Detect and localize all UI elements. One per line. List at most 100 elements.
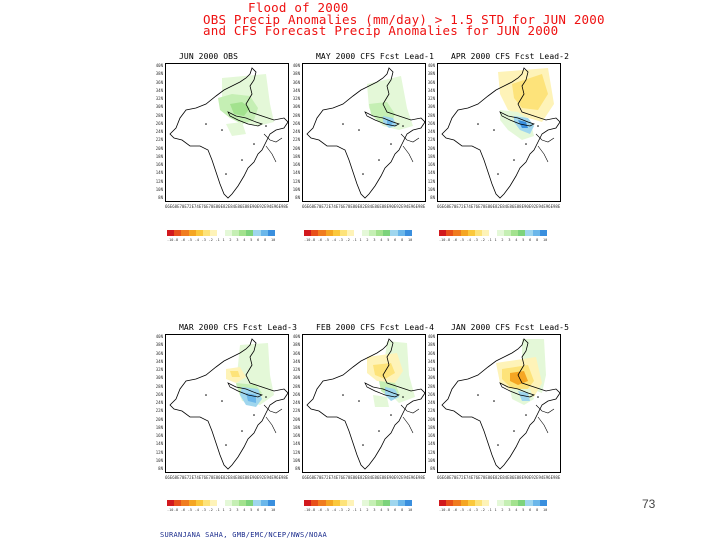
colorbar-label: -10 xyxy=(304,238,311,242)
colorbar-swatch xyxy=(532,230,540,236)
latitude-label: 10N xyxy=(427,457,435,463)
colorbar-label: -1 xyxy=(215,238,220,242)
latitude-label: 20N xyxy=(292,416,300,422)
latitude-label: 20N xyxy=(155,145,163,151)
anomaly-map xyxy=(165,63,289,202)
latitude-label: 36N xyxy=(155,79,163,85)
colorbar-label: -10 xyxy=(304,508,311,512)
colorbar-label: 8 xyxy=(536,508,539,512)
colorbar-label: 2 xyxy=(229,508,232,512)
anomaly-shading xyxy=(246,393,256,403)
latitude-label: 10N xyxy=(292,186,300,192)
latitude-label: 8N xyxy=(295,195,300,200)
colorbar-swatch xyxy=(518,230,526,236)
colorbar-swatch xyxy=(231,230,240,236)
colorbar-label: -6 xyxy=(452,508,458,512)
longitude-label: 98E xyxy=(281,475,289,480)
city-dot xyxy=(513,159,515,161)
latitude-label: 22N xyxy=(292,137,300,143)
longitude-label: 76E xyxy=(473,475,481,480)
latitude-label: 32N xyxy=(292,96,300,101)
city-dot xyxy=(378,430,380,432)
colorbar-label: 4 xyxy=(243,508,246,512)
colorbar-label: 5 xyxy=(250,508,253,512)
longitude-label: 70E xyxy=(316,475,324,480)
colorbar-swatch xyxy=(453,230,461,236)
colorbar-label: -8 xyxy=(445,238,451,242)
colorbar-swatch xyxy=(482,230,490,236)
coastline xyxy=(400,133,420,163)
longitude-label: 86E xyxy=(237,475,245,480)
longitude-label: 88E xyxy=(244,204,252,209)
city-dot xyxy=(342,394,344,396)
colorbar-label: 6 xyxy=(257,508,260,512)
colorbar xyxy=(304,500,413,506)
colorbar-label: -3 xyxy=(338,238,343,242)
colorbar-swatch xyxy=(503,230,512,236)
colorbar-swatch xyxy=(525,230,533,236)
longitude-label: 86E xyxy=(509,475,517,480)
panel-title: FEB 2000 CFS Fcst Lead-4 xyxy=(316,323,434,332)
latitude-label: 28N xyxy=(427,383,435,389)
latitude-label: 34N xyxy=(155,358,163,364)
colorbar-swatch xyxy=(318,230,326,236)
colorbar-label: 6 xyxy=(257,238,260,242)
longitude-label: 76E xyxy=(338,475,346,480)
latitude-label: 32N xyxy=(155,367,163,372)
longitude-label: 86E xyxy=(509,204,517,209)
colorbar-label: -10 xyxy=(439,238,446,242)
longitude-label: 74E xyxy=(194,204,202,209)
colorbar-label: -4 xyxy=(466,508,471,512)
colorbar-label: -2 xyxy=(480,508,485,512)
latitude-label: 14N xyxy=(292,170,300,176)
colorbar-label: 3 xyxy=(508,508,511,512)
latitude-label: 20N xyxy=(427,416,435,422)
colorbar-label: 8 xyxy=(401,508,404,512)
colorbar-swatch xyxy=(368,500,377,506)
longitude-label: 90E xyxy=(389,475,397,480)
colorbar-swatch xyxy=(318,500,326,506)
colorbar-label: -3 xyxy=(201,508,206,512)
colorbar-label: -6 xyxy=(317,508,323,512)
longitude-label: 74E xyxy=(466,204,474,209)
colorbar-label: 4 xyxy=(243,238,246,242)
colorbar-swatch xyxy=(475,500,483,506)
city-dot xyxy=(493,400,495,402)
colorbar-label: 5 xyxy=(387,238,390,242)
latitude-label: 14N xyxy=(155,441,163,447)
map-svg xyxy=(441,338,560,470)
longitude-label: 70E xyxy=(179,475,187,480)
latitude-label: 26N xyxy=(292,391,300,397)
longitude-label: 68E xyxy=(172,475,180,480)
city-dot xyxy=(477,394,479,396)
colorbar-label: -4 xyxy=(331,508,336,512)
latitude-label: 38N xyxy=(292,71,300,77)
latitude-label: 30N xyxy=(427,104,435,110)
latitude-label: 12N xyxy=(292,449,300,455)
city-dot xyxy=(205,123,207,125)
colorbar-swatch xyxy=(332,500,341,506)
longitude-label: 92E xyxy=(531,204,539,209)
latitude-label: 30N xyxy=(292,104,300,110)
anomaly-map xyxy=(302,63,426,202)
country-outline xyxy=(169,338,288,470)
colorbar-swatch xyxy=(390,230,398,236)
longitude-label: 84E xyxy=(367,204,375,209)
colorbar-swatch xyxy=(489,230,497,236)
anomaly-shading xyxy=(230,371,240,377)
title-line-2: OBS Precip Anomalies (mm/day) > 1.5 STD … xyxy=(203,12,605,27)
colorbar-swatch xyxy=(361,230,369,236)
colorbar-swatch xyxy=(404,500,413,506)
colorbar-swatch xyxy=(376,230,384,236)
colorbar-swatch xyxy=(383,500,391,506)
colorbar-swatch xyxy=(260,230,268,236)
city-dot xyxy=(537,125,539,127)
colorbar-label: 6 xyxy=(529,508,532,512)
latitude-label: 16N xyxy=(427,433,435,438)
colorbar-label: 5 xyxy=(250,238,253,242)
colorbar-label: 1 xyxy=(359,238,362,242)
colorbar-label: -8 xyxy=(173,508,179,512)
colorbar-swatch xyxy=(439,230,447,236)
colorbar-label: 3 xyxy=(236,238,239,242)
latitude-label: 40N xyxy=(427,334,435,339)
